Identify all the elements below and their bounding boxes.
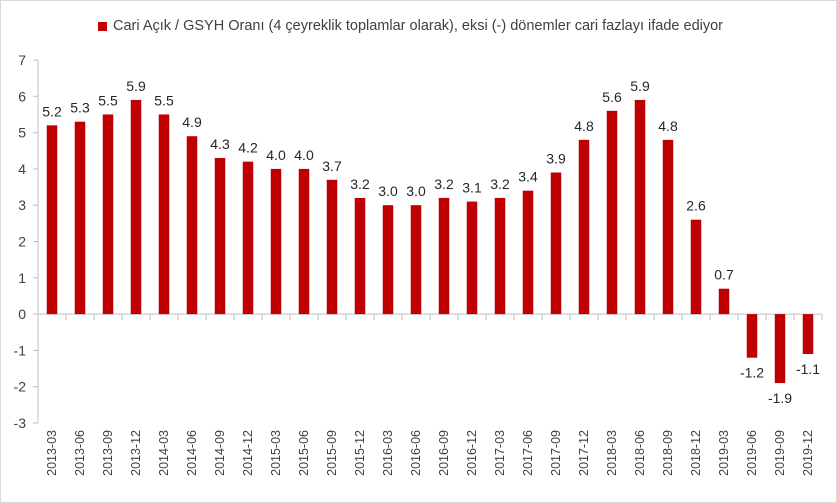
bar: [522, 190, 534, 315]
data-label: 4.8: [658, 118, 678, 134]
bar: [326, 179, 338, 315]
data-label: 3.2: [350, 176, 370, 192]
x-tick-label: 2016-12: [465, 430, 479, 476]
x-tick-label: 2017-03: [493, 430, 507, 476]
x-tick-label: 2019-09: [773, 430, 787, 476]
y-tick-label: 6: [18, 88, 26, 104]
bar: [102, 114, 114, 315]
x-tick-label: 2015-06: [297, 430, 311, 476]
x-tick-label: 2014-06: [185, 430, 199, 476]
y-tick-label: 2: [18, 234, 26, 250]
data-label: 4.8: [574, 118, 594, 134]
bar: [662, 139, 674, 315]
x-tick-label: 2013-03: [45, 430, 59, 476]
bar: [74, 121, 86, 315]
bar: [270, 168, 282, 315]
x-tick-label: 2018-06: [633, 430, 647, 476]
y-tick-label: -2: [14, 379, 27, 395]
data-label: 4.0: [294, 147, 314, 163]
x-tick-label: 2016-06: [409, 430, 423, 476]
data-label: 5.9: [630, 78, 650, 94]
x-tick-label: 2013-09: [101, 430, 115, 476]
data-label: 3.0: [378, 183, 398, 199]
bar: [382, 205, 394, 315]
bar: [46, 125, 58, 315]
y-tick-label: 7: [18, 52, 26, 68]
x-tick-label: 2017-12: [577, 430, 591, 476]
bar: [746, 314, 758, 358]
bar: [718, 288, 730, 315]
x-tick-label: 2018-09: [661, 430, 675, 476]
data-label: 5.9: [126, 78, 146, 94]
x-tick-label: 2017-06: [521, 430, 535, 476]
x-tick-label: 2015-03: [269, 430, 283, 476]
bar: [802, 314, 814, 355]
data-label: 4.9: [182, 114, 202, 130]
bar: [774, 314, 786, 384]
x-tick-label: 2014-09: [213, 430, 227, 476]
bar: [634, 99, 646, 315]
x-tick-label: 2016-03: [381, 430, 395, 476]
y-tick-label: 3: [18, 197, 26, 213]
bar: [494, 197, 506, 315]
bar: [550, 172, 562, 315]
bar: [158, 114, 170, 315]
bar: [298, 168, 310, 315]
data-label: 0.7: [714, 267, 734, 283]
x-tick-label: 2018-03: [605, 430, 619, 476]
x-tick-label: 2014-03: [157, 430, 171, 476]
data-label: 3.7: [322, 158, 342, 174]
data-label: -1.1: [796, 361, 820, 377]
x-tick-label: 2019-12: [801, 430, 815, 476]
bar: [186, 136, 198, 315]
y-tick-label: 1: [18, 270, 26, 286]
x-tick-label: 2019-03: [717, 430, 731, 476]
x-tick-label: 2017-09: [549, 430, 563, 476]
data-label: 2.6: [686, 198, 706, 214]
x-tick-label: 2013-06: [73, 430, 87, 476]
bar: [242, 161, 254, 315]
data-label: 3.2: [434, 176, 454, 192]
legend: Cari Açık / GSYH Oranı (4 çeyreklik topl…: [98, 16, 723, 36]
data-label: 5.2: [42, 103, 62, 119]
bar: [606, 110, 618, 315]
data-label: 5.3: [70, 100, 90, 116]
bar: [354, 197, 366, 315]
bar: [690, 219, 702, 315]
data-label: 4.3: [210, 136, 230, 152]
data-label: 3.1: [462, 180, 482, 196]
bar: [410, 205, 422, 315]
data-label: 5.5: [98, 92, 118, 108]
bar: [214, 158, 226, 315]
data-label: 3.2: [490, 176, 510, 192]
bar: [130, 99, 142, 315]
bar: [466, 201, 478, 315]
legend-swatch: [98, 21, 107, 31]
bar: [438, 197, 450, 315]
y-tick-label: 4: [18, 161, 26, 177]
data-label: 5.5: [154, 92, 174, 108]
data-label: -1.9: [768, 390, 792, 406]
data-label: 4.0: [266, 147, 286, 163]
x-tick-label: 2015-12: [353, 430, 367, 476]
y-tick-label: -3: [14, 415, 27, 431]
y-tick-label: -1: [14, 342, 27, 358]
x-tick-label: 2016-09: [437, 430, 451, 476]
data-label: -1.2: [740, 365, 764, 381]
data-label: 4.2: [238, 140, 258, 156]
x-tick-label: 2015-09: [325, 430, 339, 476]
x-tick-label: 2013-12: [129, 430, 143, 476]
bar: [578, 139, 590, 315]
x-tick-label: 2018-12: [689, 430, 703, 476]
x-tick-label: 2014-12: [241, 430, 255, 476]
y-tick-label: 5: [18, 125, 26, 141]
legend-label: Cari Açık / GSYH Oranı (4 çeyreklik topl…: [113, 18, 724, 34]
x-tick-label: 2019-06: [745, 430, 759, 476]
data-label: 3.4: [518, 169, 538, 185]
data-label: 3.9: [546, 151, 566, 167]
data-label: 3.0: [406, 183, 426, 199]
data-label: 5.6: [602, 89, 622, 105]
y-tick-label: 0: [18, 306, 26, 322]
